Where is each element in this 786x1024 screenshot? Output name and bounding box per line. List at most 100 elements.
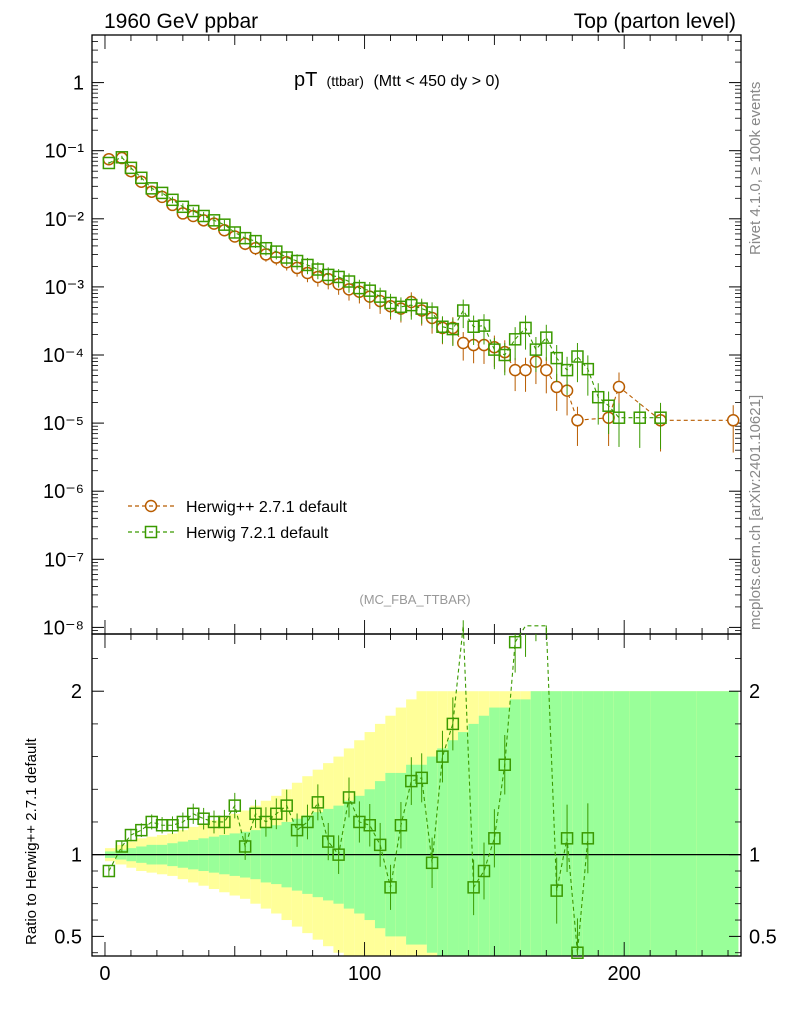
ratio-y-tick-label-right: 2 xyxy=(749,681,760,703)
ratio-point xyxy=(290,823,304,837)
ratio-plot: 0 100 200 0.5 0.5 1 1 2 2 xyxy=(54,620,777,985)
data-point-herwig7 xyxy=(633,411,647,424)
ratio-point xyxy=(394,818,408,832)
data-point-herwig7 xyxy=(249,234,262,248)
ratio-point xyxy=(498,758,512,772)
data-point-herwigpp xyxy=(571,414,584,427)
ratio-y-tick-label-right: 0.5 xyxy=(749,926,777,948)
ratio-point xyxy=(280,799,293,812)
data-point-herwigpp xyxy=(612,380,626,394)
data-point-herwig7 xyxy=(612,411,626,424)
data-point-herwig7 xyxy=(425,306,439,319)
ratio-point xyxy=(249,807,262,821)
data-point-herwig7 xyxy=(654,411,667,424)
y-tick-label: 10⁻² xyxy=(45,209,85,231)
x-tick-label: 0 xyxy=(99,963,110,985)
data-point-herwig7 xyxy=(602,399,615,412)
ratio-band-green xyxy=(468,723,479,956)
y-tick-label: 10⁻³ xyxy=(45,277,85,299)
data-point-herwig7 xyxy=(529,343,543,356)
ratio-band-green xyxy=(520,699,531,956)
ratio-band-green xyxy=(593,691,604,956)
data-point-herwig7 xyxy=(155,186,169,200)
legend-label-herwigpp: Herwig++ 2.7.1 default xyxy=(186,499,348,516)
y-tick-label: 10⁻⁶ xyxy=(43,481,84,503)
ratio-point xyxy=(373,838,387,852)
ratio-band-green xyxy=(458,732,469,956)
data-point-herwigpp xyxy=(726,414,740,427)
legend-label-herwig7: Herwig 7.2.1 default xyxy=(186,525,329,542)
ratio-band-green xyxy=(650,691,697,956)
ratio-band-green xyxy=(603,691,614,956)
data-point-herwig7 xyxy=(477,319,491,332)
data-point-herwigpp xyxy=(508,363,522,377)
ratio-band-green xyxy=(613,691,630,956)
x-tick-label: 100 xyxy=(348,963,381,985)
ratio-point xyxy=(259,815,273,829)
ratio-point xyxy=(488,832,501,845)
ratio-point xyxy=(467,881,480,894)
data-point-herwigpp xyxy=(456,336,470,350)
ratio-band-green xyxy=(629,691,651,956)
y-tick-label: 10⁻⁷ xyxy=(44,549,84,571)
ratio-point xyxy=(321,835,335,848)
ratio-band-green xyxy=(447,740,459,956)
data-point-herwig7 xyxy=(498,348,512,362)
data-point-herwig7 xyxy=(446,322,460,336)
data-point-herwig7 xyxy=(135,171,148,185)
ratio-band-green xyxy=(478,715,490,956)
data-point-herwig7 xyxy=(550,351,563,365)
title-cut: (Mtt < 450 dy > 0) xyxy=(373,73,499,90)
ratio-ylabel: Ratio to Herwig++ 2.7.1 default xyxy=(23,737,40,945)
data-point-herwig7 xyxy=(373,290,387,303)
data-point-herwig7 xyxy=(166,193,179,207)
data-point-herwigpp xyxy=(550,380,563,394)
ratio-point xyxy=(446,717,460,731)
ratio-point xyxy=(311,796,325,809)
data-point-herwig7 xyxy=(124,161,138,175)
ratio-point xyxy=(332,848,345,861)
y-tick-label: 1 xyxy=(73,73,84,95)
data-point-herwig7 xyxy=(560,363,574,377)
header-right: Top (parton level) xyxy=(574,10,736,33)
ratio-point xyxy=(176,815,190,829)
ratio-band-green xyxy=(572,691,583,956)
data-point-herwigpp xyxy=(519,363,532,377)
data-point-herwig7 xyxy=(508,333,522,346)
ratio-point xyxy=(560,832,574,845)
ratio-point xyxy=(135,823,148,837)
data-point-herwigpp xyxy=(540,363,553,377)
data-point-herwig7 xyxy=(115,151,129,164)
ratio-y-tick-label-right: 1 xyxy=(749,845,760,867)
ratio-point xyxy=(508,635,522,649)
main-frame xyxy=(91,34,742,635)
ratio-point xyxy=(115,840,129,853)
data-point-herwig7 xyxy=(456,304,470,317)
ratio-point xyxy=(550,884,563,897)
y-tick-label: 10⁻⁸ xyxy=(43,617,84,639)
legend-marker-herwig7 xyxy=(144,525,158,539)
ratio-band-green xyxy=(696,691,739,956)
ratio-y-tick-label: 0.5 xyxy=(54,926,82,948)
mcplots-label: mcplots.cern.ch [arXiv:2401.10621] xyxy=(747,395,764,630)
ratio-point xyxy=(571,946,584,959)
ratio-y-tick-label: 1 xyxy=(71,845,82,867)
x-tick-label: 200 xyxy=(607,963,640,985)
title-sub: (ttbar) xyxy=(327,73,364,89)
ratio-band-green xyxy=(541,691,552,956)
ratio-point xyxy=(425,856,439,870)
y-tick-label: 10⁻¹ xyxy=(45,141,85,163)
ratio-point xyxy=(477,864,491,878)
ratio-band-green xyxy=(530,691,542,956)
y-tick-label: 10⁻⁴ xyxy=(43,345,84,367)
ratio-point xyxy=(342,791,356,804)
legend-marker-herwigpp xyxy=(144,499,158,513)
legend: Herwig++ 2.7.1 default Herwig 7.2.1 defa… xyxy=(128,499,348,542)
data-point-herwig7 xyxy=(519,321,532,335)
y-tick-label: 10⁻⁵ xyxy=(43,413,84,435)
ratio-point xyxy=(238,840,252,853)
ratio-band-green xyxy=(437,748,448,956)
data-point-herwig7 xyxy=(218,218,231,231)
data-point-herwig7 xyxy=(571,350,584,363)
ratio-point xyxy=(218,815,231,829)
